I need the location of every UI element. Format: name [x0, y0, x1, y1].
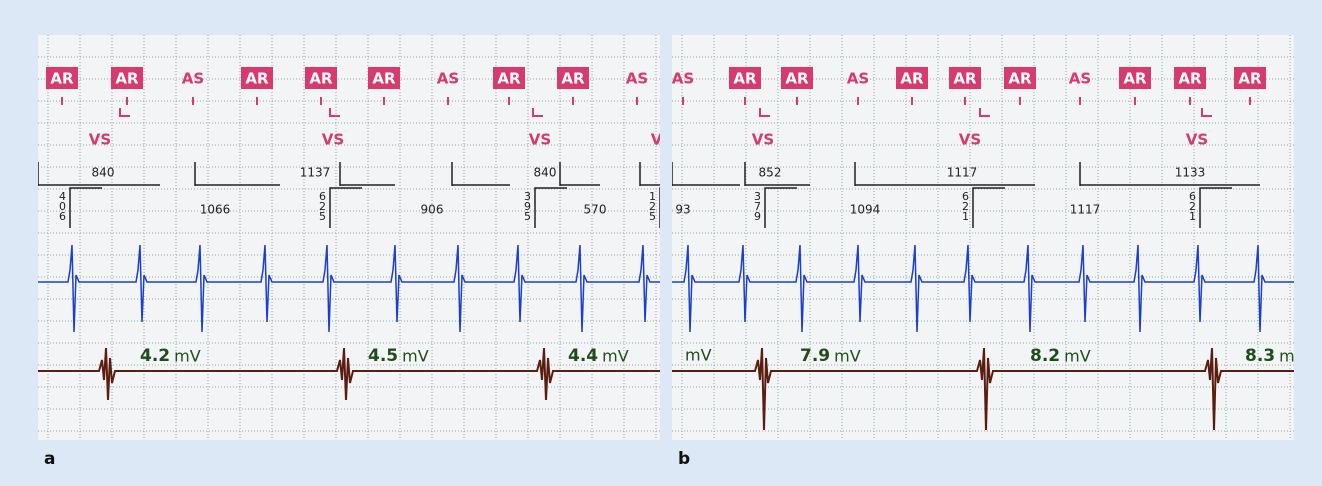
interval-top: 840: [534, 166, 557, 180]
marker: AS: [1069, 70, 1091, 88]
marker-box: [305, 67, 337, 89]
interval-vertical: 379: [751, 190, 764, 220]
interval-bottom: 1117: [1070, 203, 1101, 217]
marker-box: [557, 67, 589, 89]
marker: AR: [785, 70, 809, 88]
marker: AR: [953, 70, 977, 88]
bracket: [1201, 108, 1212, 117]
amplitude: 4.4: [568, 346, 598, 366]
bracket: [979, 108, 990, 117]
interval-vertical: 395: [521, 190, 534, 220]
interval-top: 852: [759, 166, 782, 180]
interval-vertical: 625: [316, 190, 329, 220]
ventricular-marker: VS: [1186, 131, 1208, 149]
marker-box: [896, 67, 928, 89]
marker-box: [729, 67, 761, 89]
marker: AR: [733, 70, 757, 88]
interval-top: 1117: [947, 166, 978, 180]
amplitude-unit: mV: [602, 347, 629, 366]
interval-bottom: 570: [584, 203, 607, 217]
marker: AR: [1238, 70, 1262, 88]
amplitude: 8.2: [1030, 346, 1060, 366]
interval-bottom: 1094: [850, 203, 881, 217]
marker: AR: [1123, 70, 1147, 88]
marker: AR: [115, 70, 139, 88]
interval-bottom: 1066: [200, 203, 231, 217]
marker-box: [111, 67, 143, 89]
marker-box: [949, 67, 981, 89]
amplitude-unit: mV: [1064, 347, 1091, 366]
marker: AR: [497, 70, 521, 88]
bracket: [759, 108, 770, 117]
interval-bracket: [329, 187, 362, 228]
interval-vertical: 621: [1186, 190, 1199, 220]
amplitude-unit: mV: [402, 347, 429, 366]
bracket: [329, 108, 340, 117]
amplitude: 4.5: [368, 346, 398, 366]
interval-bracket: [1199, 187, 1232, 228]
ventricular-marker: VS: [959, 131, 981, 149]
marker: AR: [50, 70, 74, 88]
marker: AS: [672, 70, 694, 88]
interval-vertical: 621: [959, 190, 972, 220]
amplitude: 7.9: [800, 346, 830, 366]
amplitude-unit: mV: [834, 347, 861, 366]
interval-bracket: [69, 187, 102, 228]
amplitude: 8.3: [1245, 346, 1275, 366]
marker-box: [241, 67, 273, 89]
marker: AS: [182, 70, 204, 88]
brown-trace: [38, 347, 660, 401]
amplitude: 4.2: [140, 346, 170, 366]
bracket: [119, 108, 130, 117]
brown-trace: [672, 347, 1294, 431]
amplitude-unit: mV: [685, 346, 712, 365]
interval-top: 840: [92, 166, 115, 180]
interval-bracket: [534, 187, 567, 228]
ventricular-marker: VS: [89, 131, 111, 149]
marker: AR: [1178, 70, 1202, 88]
interval-vertical: 125: [646, 190, 659, 220]
ventricular-marker: VS: [529, 131, 551, 149]
amplitude-unit: mV: [1279, 347, 1306, 366]
marker-box: [781, 67, 813, 89]
bracket: [532, 108, 543, 117]
marker: AR: [1008, 70, 1032, 88]
marker-box: [1004, 67, 1036, 89]
marker: AS: [847, 70, 869, 88]
marker: AR: [245, 70, 269, 88]
interval-top: 1137: [300, 166, 331, 180]
interval-bracket: [972, 187, 1005, 228]
panel-label: a: [44, 449, 55, 469]
panel-label: b: [678, 449, 690, 469]
marker: AS: [437, 70, 459, 88]
marker-box: [1174, 67, 1206, 89]
marker: AS: [626, 70, 648, 88]
marker-box: [368, 67, 400, 89]
marker: AR: [900, 70, 924, 88]
marker-box: [493, 67, 525, 89]
ventricular-marker: VS: [752, 131, 774, 149]
marker: AR: [561, 70, 585, 88]
interval-bottom: 93: [675, 203, 690, 217]
marker-box: [46, 67, 78, 89]
marker: AR: [309, 70, 333, 88]
interval-vertical: 406: [56, 190, 69, 220]
blue-trace: [672, 244, 1294, 333]
amplitude-unit: mV: [174, 347, 201, 366]
interval-bottom: 906: [421, 203, 444, 217]
marker: AR: [372, 70, 396, 88]
ventricular-marker: VS: [651, 131, 673, 149]
interval-top: 1133: [1175, 166, 1206, 180]
blue-trace: [38, 244, 660, 333]
ventricular-marker: VS: [322, 131, 344, 149]
marker-box: [1119, 67, 1151, 89]
panel: AR AR AS AR AR AR AS AR AR AS VS VS VS VS 840 1137 840 10…: [38, 35, 673, 440]
panel: AS AR AR AS AR AR AR AS AR AR AR VS VS VS 852 1117 1133 9…: [672, 35, 1306, 440]
interval-bracket: [764, 187, 797, 228]
marker-box: [1234, 67, 1266, 89]
